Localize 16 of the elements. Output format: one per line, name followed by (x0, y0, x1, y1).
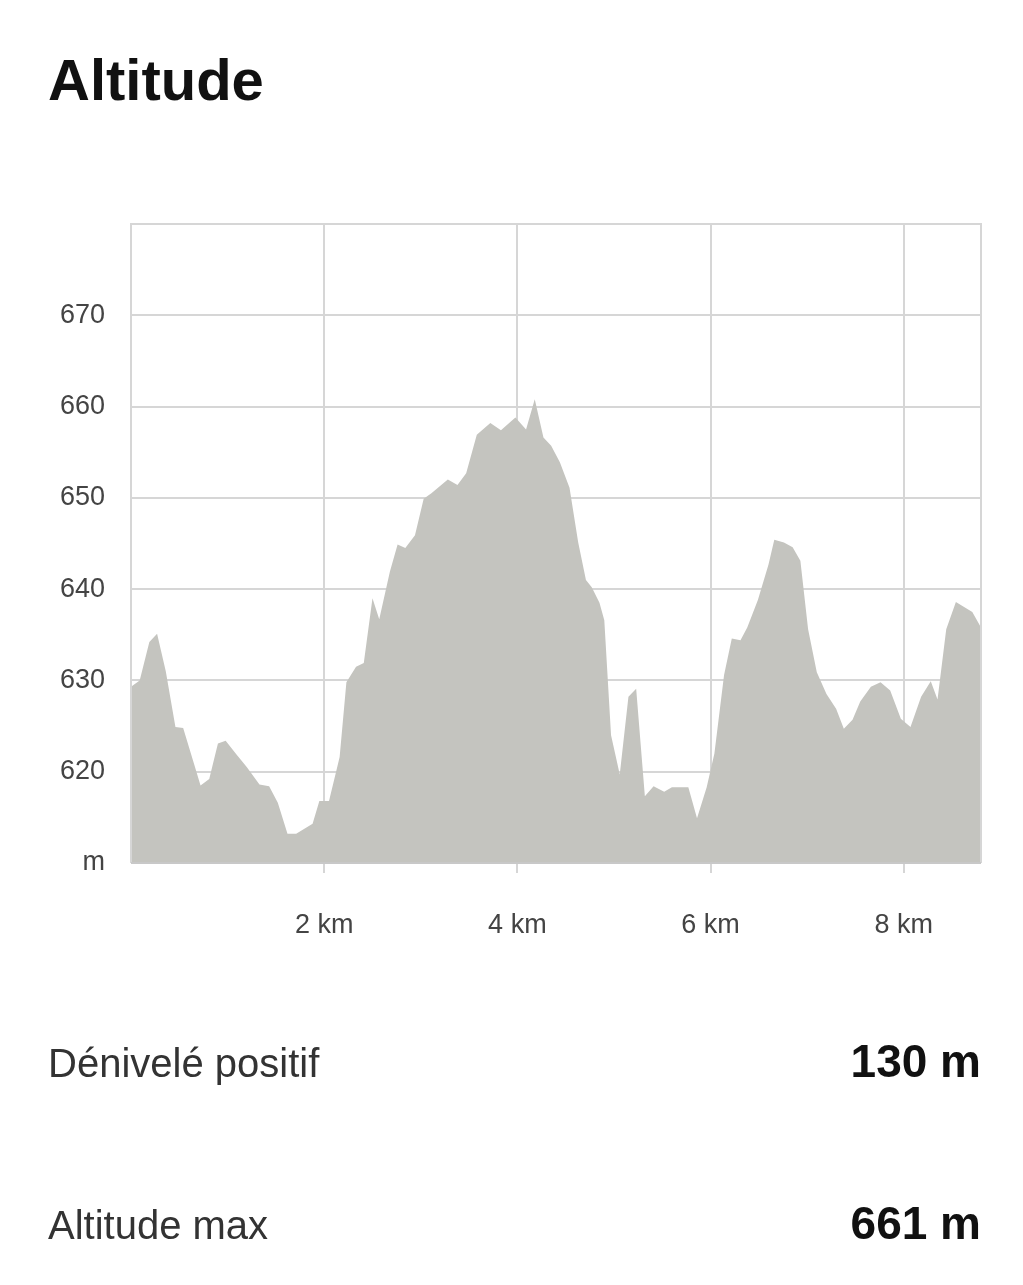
x-tick-label: 4 km (488, 908, 547, 939)
text: Dénivelé positif (48, 1041, 320, 1086)
chart-title: Altitude (48, 46, 264, 113)
x-tick-label: 2 km (294, 908, 354, 939)
y-tick-label: m (82, 846, 105, 877)
y-tick-label: 630 (59, 663, 105, 694)
text: Altitude max (48, 1203, 269, 1248)
y-tick-label: 670 (59, 298, 105, 329)
y-tick-label: 660 (59, 390, 105, 421)
y-tick-label: 650 (59, 481, 105, 512)
text: 661 m (850, 1196, 981, 1250)
y-tick-label: 640 (59, 572, 105, 603)
x-tick-label: 8 km (874, 908, 933, 939)
text: 130 m (850, 1034, 981, 1088)
y-tick-label: 620 (59, 755, 105, 786)
x-tick-label: 6 km (681, 908, 740, 939)
